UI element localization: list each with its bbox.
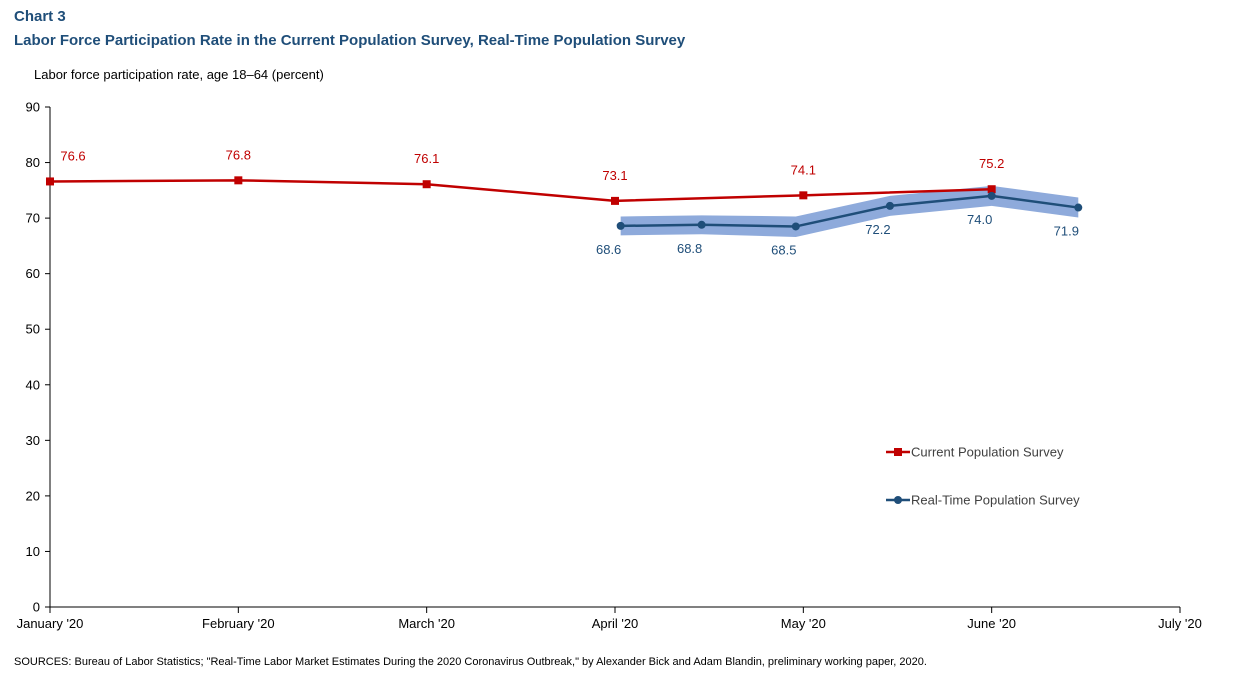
data-point-marker bbox=[422, 180, 431, 189]
x-tick-label: February '20 bbox=[202, 616, 275, 631]
y-tick-label: 50 bbox=[26, 322, 40, 337]
y-tick-label: 20 bbox=[26, 488, 40, 503]
data-label: 68.5 bbox=[771, 242, 796, 257]
x-tick-label: April '20 bbox=[592, 616, 639, 631]
data-labels-layer: 76.6 76.8 76.1 73.1 74.1 75.2 68.6 68.8 68.5 72.2… bbox=[60, 147, 1079, 257]
data-label: 75.2 bbox=[979, 156, 1004, 171]
data-point-marker bbox=[46, 177, 54, 186]
data-label: 74.1 bbox=[791, 162, 816, 177]
axes: 0 10 20 30 40 50 60 70 80 90 January '20 February '… bbox=[17, 100, 1202, 632]
data-label: 71.9 bbox=[1054, 224, 1079, 239]
data-point-marker bbox=[987, 191, 996, 200]
legend-label: Real-Time Population Survey bbox=[911, 493, 1080, 508]
chart-title: Labor Force Participation Rate in the Cu… bbox=[14, 32, 686, 49]
data-point-marker bbox=[799, 191, 808, 200]
y-tick-label: 70 bbox=[26, 211, 40, 226]
data-label: 74.0 bbox=[967, 212, 992, 227]
data-point-marker bbox=[697, 220, 706, 229]
series-line bbox=[49, 179, 992, 203]
legend-marker bbox=[894, 448, 902, 456]
series-lines-layer bbox=[46, 176, 1083, 231]
sources-note: SOURCES: Bureau of Labor Statistics; "Re… bbox=[14, 656, 927, 668]
legend-marker bbox=[894, 496, 902, 504]
data-point-marker bbox=[885, 201, 894, 210]
legend: Current Population Survey Real-Time Popul… bbox=[886, 445, 1080, 508]
legend-label: Current Population Survey bbox=[911, 445, 1064, 460]
data-point-marker bbox=[616, 221, 625, 230]
data-label: 73.1 bbox=[602, 168, 627, 183]
data-point-marker bbox=[791, 222, 800, 231]
y-tick-label: 80 bbox=[26, 155, 40, 170]
data-label: 76.8 bbox=[226, 147, 251, 162]
data-point-marker bbox=[234, 176, 243, 185]
y-tick-label: 0 bbox=[33, 600, 40, 615]
data-point-marker bbox=[1074, 203, 1083, 212]
y-tick-label: 90 bbox=[26, 100, 40, 115]
data-label: 72.2 bbox=[865, 222, 890, 237]
data-label: 68.8 bbox=[677, 241, 702, 256]
data-label: 68.6 bbox=[596, 242, 621, 257]
data-point-marker bbox=[611, 196, 619, 205]
y-tick-label: 60 bbox=[26, 266, 40, 281]
y-axis-title: Labor force participation rate, age 18–6… bbox=[34, 67, 324, 82]
chart-label: Chart 3 bbox=[14, 8, 66, 25]
data-label: 76.6 bbox=[60, 148, 85, 163]
y-tick-label: 30 bbox=[26, 433, 40, 448]
series-line bbox=[620, 194, 1079, 228]
x-tick-label: March '20 bbox=[398, 616, 455, 631]
x-tick-label: June '20 bbox=[967, 616, 1016, 631]
y-tick-label: 10 bbox=[26, 544, 40, 559]
data-label: 76.1 bbox=[414, 151, 439, 166]
x-tick-label: July '20 bbox=[1158, 616, 1202, 631]
y-tick-label: 40 bbox=[26, 377, 40, 392]
x-tick-label: January '20 bbox=[17, 616, 84, 631]
x-tick-label: May '20 bbox=[781, 616, 826, 631]
data-point-marker bbox=[987, 185, 996, 194]
